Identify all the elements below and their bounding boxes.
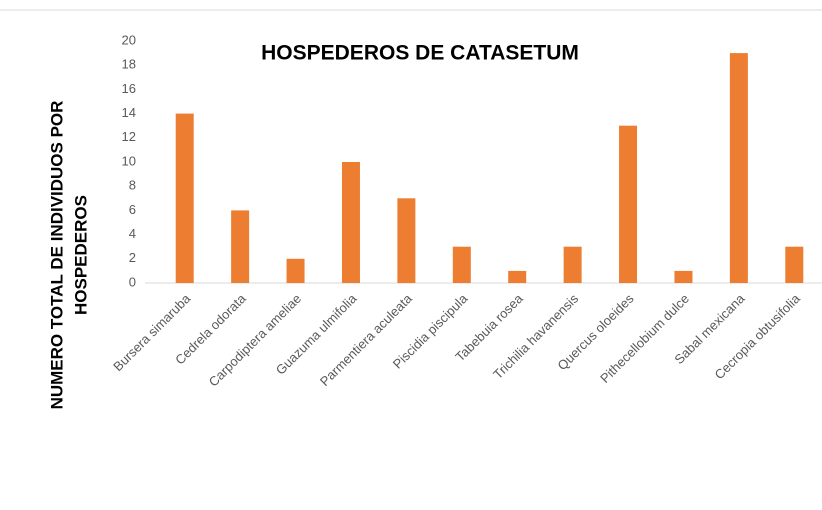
y-tick-label: 6 bbox=[129, 202, 136, 217]
x-tick-label: Parmentiera aculeata bbox=[317, 290, 416, 389]
bar bbox=[619, 125, 638, 283]
bar bbox=[397, 198, 416, 283]
y-tick-label: 2 bbox=[129, 250, 136, 265]
bar bbox=[175, 113, 194, 283]
bar bbox=[341, 162, 360, 283]
y-tick-label: 12 bbox=[122, 129, 136, 144]
y-tick-label: 8 bbox=[129, 178, 136, 193]
y-axis-label: HOSPEDEROS bbox=[71, 195, 90, 315]
y-tick-label: 10 bbox=[122, 153, 136, 168]
y-tick-label: 18 bbox=[122, 57, 136, 72]
chart-title: HOSPEDEROS DE CATASETUM bbox=[261, 42, 579, 65]
bar bbox=[729, 53, 748, 283]
bar bbox=[286, 258, 305, 283]
bar bbox=[563, 246, 582, 283]
bar bbox=[231, 210, 250, 283]
bar bbox=[785, 246, 804, 283]
bar bbox=[674, 270, 693, 283]
y-axis-label: NUMERO TOTAL DE INDIVIDUOS POR bbox=[47, 101, 66, 410]
bar bbox=[452, 246, 471, 283]
y-tick-label: 16 bbox=[122, 81, 136, 96]
y-tick-label: 4 bbox=[129, 226, 136, 241]
y-tick-label: 0 bbox=[129, 274, 136, 289]
y-tick-label: 20 bbox=[122, 32, 136, 47]
x-tick-label: Carpodiptera ameliae bbox=[206, 291, 304, 389]
y-tick-label: 14 bbox=[122, 105, 136, 120]
bar bbox=[508, 270, 527, 283]
